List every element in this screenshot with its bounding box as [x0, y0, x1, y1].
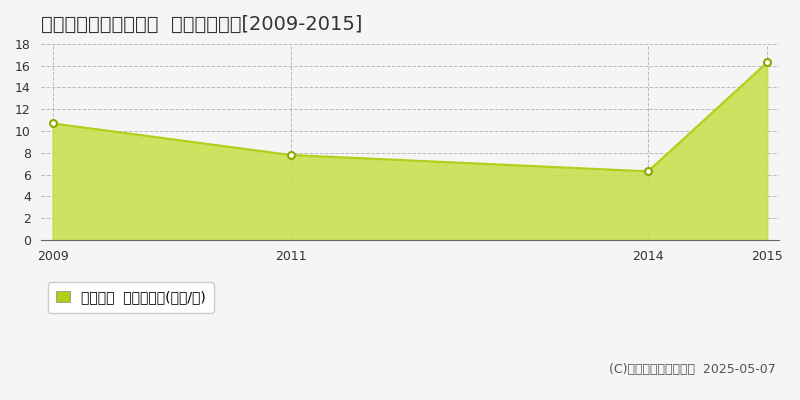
Legend: 土地価格  平均坪単価(万円/坪): 土地価格 平均坪単価(万円/坪): [47, 282, 214, 313]
Text: 仲多度郡多度津町栄町  土地価格推移[2009-2015]: 仲多度郡多度津町栄町 土地価格推移[2009-2015]: [41, 15, 362, 34]
Text: (C)土地価格ドットコム  2025-05-07: (C)土地価格ドットコム 2025-05-07: [610, 363, 776, 376]
